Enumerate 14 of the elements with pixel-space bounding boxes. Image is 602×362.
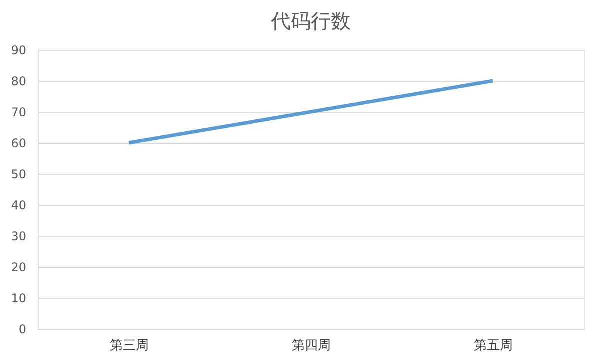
y-tick-label: 80 — [11, 74, 26, 88]
chart-title: 代码行数 — [270, 9, 351, 33]
y-tick-label: 0 — [18, 322, 26, 336]
y-tick-label: 50 — [11, 168, 26, 182]
y-tick-label: 10 — [11, 292, 26, 306]
y-tick-label: 30 — [11, 230, 26, 244]
x-tick-label: 第四周 — [292, 338, 331, 354]
y-tick-label: 60 — [11, 136, 26, 150]
x-tick-label: 第五周 — [474, 338, 513, 354]
x-tick-label: 第三周 — [110, 338, 149, 354]
y-tick-label: 40 — [11, 198, 26, 212]
y-tick-label: 90 — [11, 44, 26, 58]
y-tick-label: 70 — [11, 106, 26, 120]
y-tick-label: 20 — [11, 260, 26, 274]
